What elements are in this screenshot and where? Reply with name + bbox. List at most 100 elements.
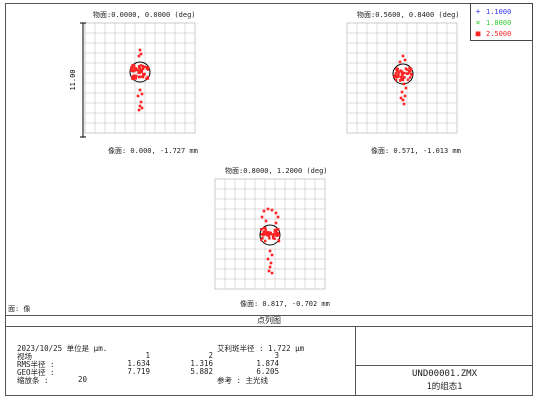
spot-marker: [261, 232, 265, 236]
plot-frame-2: [346, 22, 458, 134]
spot-marker: [129, 68, 133, 72]
spot-marker: [270, 271, 274, 275]
spot-marker: [400, 78, 403, 81]
page-frame: [5, 3, 533, 396]
spot-marker: [132, 74, 135, 78]
spot-marker: [275, 228, 279, 231]
field-2-title: 物面:0.5600, 0.8400 (deg): [357, 11, 460, 19]
field-3-image-label: 像面: 0.817, -0.702 mm: [240, 300, 330, 308]
surface-label: 面: 像: [8, 305, 31, 313]
file-name: UND00001.ZMX: [411, 369, 478, 379]
spot-marker: [275, 234, 278, 237]
config-name: 1的组态1: [426, 382, 463, 392]
spot-marker: [398, 60, 402, 64]
spot-marker: [268, 237, 271, 240]
spot-marker: [269, 231, 273, 235]
legend-marker-plus-icon: +: [475, 7, 481, 16]
file-info-panel: UND00001.ZMX 1的组态1: [355, 327, 533, 396]
spot-diagram-svg: 11.00: [69, 22, 458, 290]
row-rms-label: RMS半径 :: [17, 360, 55, 369]
spot-marker: [393, 75, 396, 78]
row-geo-value-2: 5.882: [190, 367, 213, 376]
legend-marker-square-icon: ■: [475, 29, 481, 38]
spot-marker: [266, 234, 269, 237]
row-scale-label: 缩放条 :: [17, 376, 49, 385]
spot-marker: [266, 257, 270, 261]
spot-marker: [260, 238, 263, 242]
spot-marker: [408, 66, 411, 70]
spot-marker: [140, 70, 143, 73]
spot-marker: [274, 211, 278, 215]
spot-marker: [267, 269, 271, 273]
spot-marker: [266, 230, 270, 234]
spot-marker: [403, 71, 406, 75]
spot-marker: [401, 70, 404, 73]
plot-frame-3: [214, 178, 326, 290]
row-field-value-2: 2: [208, 351, 213, 360]
row-field-label: 视场: [17, 352, 32, 361]
spot-marker: [131, 64, 134, 67]
spot-marker: [401, 98, 405, 102]
spot-marker: [401, 54, 405, 58]
legend-label: 1.8000: [486, 18, 512, 27]
spot-marker: [261, 234, 265, 237]
spot-marker: [395, 70, 399, 73]
spot-marker: [137, 108, 141, 112]
spot-marker: [134, 67, 137, 70]
spot-marker: [277, 239, 281, 243]
spot-marker: [406, 78, 410, 81]
spot-marker: [137, 69, 141, 73]
spot-marker: [404, 86, 408, 90]
spot-marker: [133, 69, 137, 72]
spot-marker: [408, 76, 412, 79]
legend: + 1.1000 × 1.8000 ■ 2.5000: [470, 3, 533, 41]
row-field-value-3: 3: [274, 351, 279, 360]
spot-marker: [264, 232, 267, 236]
spot-marker: [404, 67, 408, 70]
plot-title: 点列图: [5, 315, 533, 327]
legend-item-2: × 1.8000: [475, 18, 512, 27]
spot-marker: [141, 66, 145, 69]
spot-marker: [272, 232, 276, 236]
spot-marker: [270, 208, 274, 212]
spot-marker: [394, 75, 397, 79]
spot-marker: [261, 237, 264, 240]
spot-marker: [264, 228, 267, 231]
spot-marker: [131, 77, 134, 81]
row-rms-value-2: 1.316: [190, 359, 213, 368]
spot-marker: [407, 71, 411, 74]
spot-marker: [142, 73, 145, 76]
legend-label: 1.1000: [486, 7, 512, 16]
spot-marker: [138, 48, 142, 52]
spot-marker: [135, 68, 139, 72]
date-units-line: 2023/10/25 单位是 µm.: [17, 344, 108, 353]
plot-frame-1: [84, 22, 196, 134]
spot-marker: [394, 78, 398, 81]
spot-marker: [141, 67, 145, 71]
spot-marker: [275, 232, 278, 235]
spot-marker: [410, 67, 413, 71]
spot-marker: [401, 74, 404, 77]
spot-marker: [403, 58, 407, 62]
spot-marker: [399, 75, 403, 79]
spot-marker: [139, 75, 142, 78]
spot-marker: [277, 234, 281, 237]
spot-marker: [397, 74, 400, 78]
spot-marker: [395, 68, 398, 71]
spot-marker: [264, 230, 267, 233]
spot-marker: [145, 77, 148, 80]
field-1-image-label: 像面: 0.000, -1.727 mm: [108, 147, 198, 155]
spot-marker: [395, 67, 398, 70]
spot-marker: [132, 64, 136, 67]
legend-item-1: + 1.1000: [475, 7, 512, 16]
spot-marker: [266, 232, 269, 235]
field-3-title: 物面:0.8000, 1.2000 (deg): [225, 167, 328, 175]
reference-line: 参考 : 主光线: [217, 376, 269, 385]
spot-marker: [401, 78, 405, 82]
spot-marker: [139, 52, 143, 56]
spot-marker: [260, 233, 263, 236]
spot-marker: [276, 233, 279, 236]
scale-bar-label: 11.00: [69, 69, 77, 90]
spot-marker: [260, 228, 263, 231]
spot-marker: [268, 232, 271, 236]
